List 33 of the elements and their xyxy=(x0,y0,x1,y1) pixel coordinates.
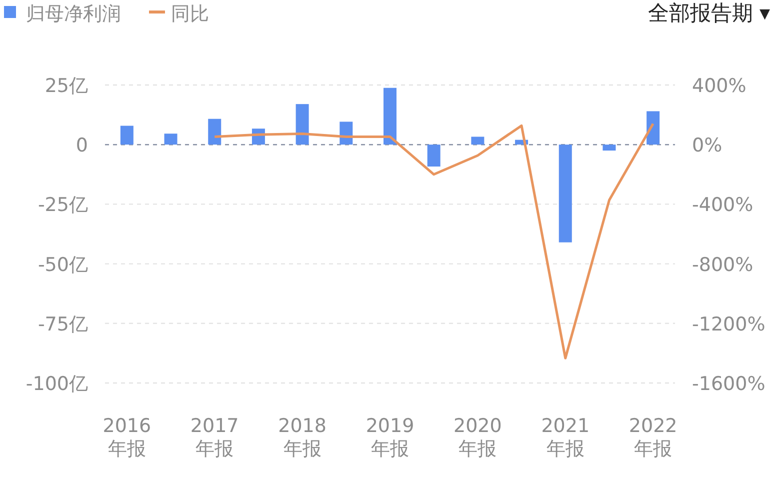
y-tick-label: -50亿 xyxy=(38,254,88,276)
y2-tick-label: -400% xyxy=(692,194,754,216)
y-tick-label: -75亿 xyxy=(38,313,88,336)
x-tick-label: 2020 年报 xyxy=(454,415,502,460)
bar xyxy=(208,118,222,145)
legend-label: 归母净利润 xyxy=(26,3,121,25)
text: 全部报告期 ▾ xyxy=(648,1,770,25)
bar xyxy=(427,144,440,167)
y-tick-label: -100亿 xyxy=(26,373,88,395)
bar xyxy=(384,88,396,145)
y-tick-label: 0 xyxy=(76,134,88,157)
bar xyxy=(558,144,572,242)
x-tick-label: 2016 年报 xyxy=(102,415,152,460)
y2-tick-label: -1200% xyxy=(692,313,766,336)
y-tick-label: -25亿 xyxy=(38,194,88,216)
y2-tick-label: 0% xyxy=(692,134,722,157)
y2-tick-label: 400% xyxy=(692,75,746,97)
bar xyxy=(602,144,616,151)
bar xyxy=(646,111,660,145)
y2-tick-label: -1600% xyxy=(692,373,766,395)
x-tick-label: 2017 年报 xyxy=(190,415,239,460)
x-tick-label: 2022 年报 xyxy=(628,415,678,460)
x-tick-label: 2019 年报 xyxy=(366,415,414,460)
bar xyxy=(120,126,134,145)
line-series xyxy=(213,122,654,360)
bar xyxy=(471,136,484,145)
x-tick-label: 2018 年报 xyxy=(278,415,326,460)
bar xyxy=(296,104,309,145)
legend-label: 同比 xyxy=(171,3,209,25)
x-tick-label: 2021 年报 xyxy=(541,415,590,460)
y2-tick-label: -800% xyxy=(692,254,754,276)
y-tick-label: 25亿 xyxy=(44,75,88,97)
bar xyxy=(164,134,178,145)
